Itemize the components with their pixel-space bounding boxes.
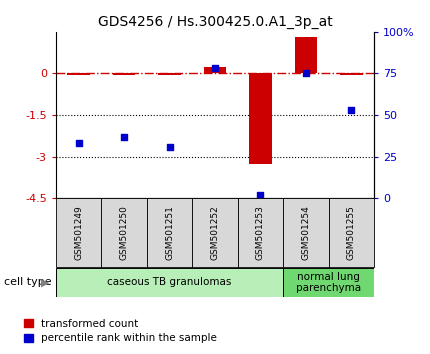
- Bar: [158, 74, 181, 75]
- Bar: [204, 67, 226, 74]
- Point: [257, 192, 264, 198]
- Bar: [329, 198, 374, 267]
- Bar: [56, 268, 283, 297]
- Point: [121, 134, 128, 139]
- Bar: [238, 198, 283, 267]
- Bar: [113, 74, 135, 75]
- Text: cell type: cell type: [4, 277, 52, 287]
- Text: GSM501250: GSM501250: [120, 205, 129, 260]
- Bar: [101, 198, 147, 267]
- Bar: [56, 198, 101, 267]
- Bar: [147, 198, 192, 267]
- Bar: [340, 74, 363, 75]
- Point: [166, 144, 173, 149]
- Bar: [295, 37, 317, 74]
- Point: [348, 107, 355, 113]
- Text: GSM501253: GSM501253: [256, 205, 265, 260]
- Text: GSM501249: GSM501249: [74, 205, 83, 260]
- Text: caseous TB granulomas: caseous TB granulomas: [108, 277, 232, 287]
- Bar: [249, 74, 272, 164]
- Text: GSM501255: GSM501255: [347, 205, 356, 260]
- Point: [75, 141, 82, 146]
- Text: GSM501254: GSM501254: [301, 205, 310, 260]
- Legend: transformed count, percentile rank within the sample: transformed count, percentile rank withi…: [22, 317, 219, 345]
- Title: GDS4256 / Hs.300425.0.A1_3p_at: GDS4256 / Hs.300425.0.A1_3p_at: [98, 16, 332, 29]
- Text: ▶: ▶: [41, 277, 49, 287]
- Point: [212, 65, 218, 71]
- Bar: [192, 198, 238, 267]
- Bar: [67, 74, 90, 75]
- Text: normal lung
parenchyma: normal lung parenchyma: [296, 272, 361, 293]
- Point: [302, 71, 309, 76]
- Bar: [283, 268, 374, 297]
- Text: GSM501251: GSM501251: [165, 205, 174, 260]
- Text: GSM501252: GSM501252: [211, 205, 219, 260]
- Bar: [283, 198, 329, 267]
